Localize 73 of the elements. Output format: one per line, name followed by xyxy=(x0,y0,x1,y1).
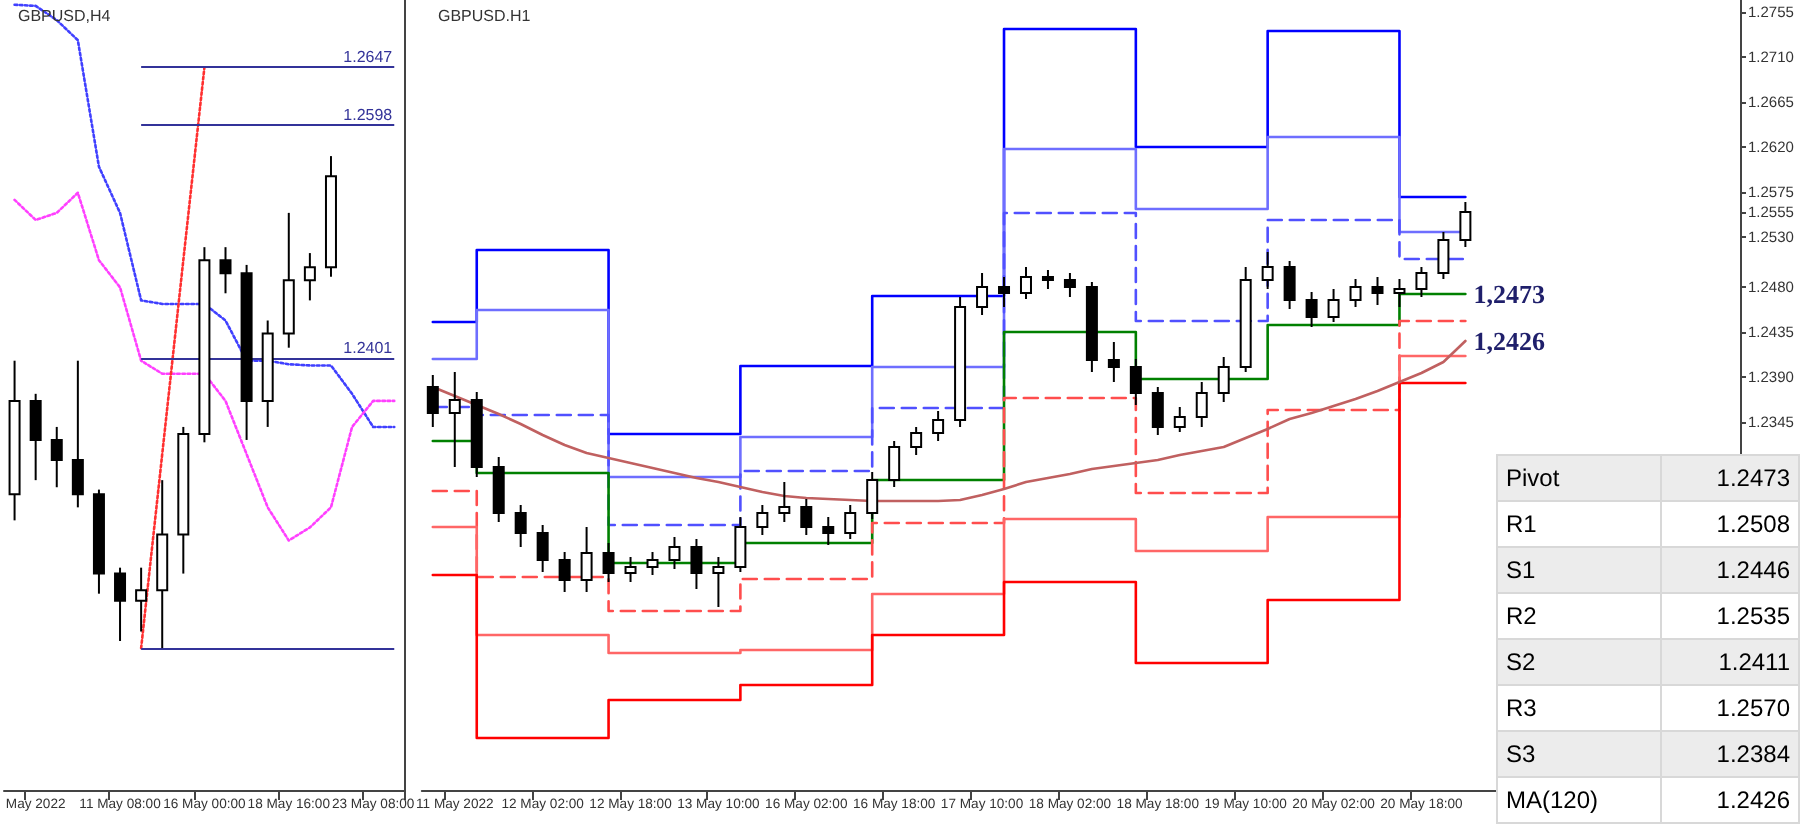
candlestick xyxy=(646,551,659,576)
candlestick xyxy=(1041,269,1054,290)
annotation: R1 xyxy=(1497,501,1662,547)
candlestick xyxy=(1151,386,1164,436)
candlestick xyxy=(910,426,923,456)
annotation: Pivot xyxy=(1497,455,1662,501)
candlestick xyxy=(1415,266,1428,298)
annotation: R2 xyxy=(1497,593,1662,639)
candlestick xyxy=(932,410,945,442)
candlestick xyxy=(866,471,879,520)
annotation: 1.2570 xyxy=(1661,685,1799,731)
candlestick xyxy=(303,252,316,302)
annotation: S3 xyxy=(1497,731,1662,777)
annotation: 1.2473 xyxy=(1661,455,1799,501)
candlestick xyxy=(1063,272,1076,298)
candlestick xyxy=(888,440,901,488)
candlestick xyxy=(1261,251,1274,290)
data-label: 1,2473 xyxy=(1473,279,1546,309)
candlestick xyxy=(558,551,571,593)
annotation: S1 xyxy=(1497,547,1662,593)
candlestick xyxy=(734,516,747,573)
candlestick xyxy=(1107,341,1120,383)
candlestick xyxy=(50,425,63,489)
candlestick xyxy=(822,516,835,546)
annotation: 1.2508 xyxy=(1661,501,1799,547)
annotation: MA(120) xyxy=(1497,777,1662,823)
candlestick xyxy=(448,371,461,468)
candlestick xyxy=(1305,291,1318,328)
candlestick xyxy=(624,556,637,583)
candlestick xyxy=(976,272,989,316)
candlestick xyxy=(1459,201,1472,248)
annotation: 1.2411 xyxy=(1661,639,1799,685)
data-label: 1,2426 xyxy=(1473,326,1546,356)
candlestick xyxy=(800,498,813,536)
ref-line-label: 1.2598 xyxy=(343,106,394,125)
candlestick xyxy=(29,392,42,482)
candlestick xyxy=(756,504,769,536)
candlestick xyxy=(690,538,703,590)
candlestick xyxy=(1195,381,1208,428)
candlestick xyxy=(536,524,549,573)
candlestick xyxy=(514,504,527,548)
candlestick xyxy=(602,542,615,583)
candlestick xyxy=(1129,358,1142,406)
annotation: S2 xyxy=(1497,639,1662,685)
candlestick xyxy=(668,536,681,570)
ref-line-label: 1.2647 xyxy=(343,48,394,67)
candlestick xyxy=(1393,278,1406,308)
annotation: 1.2446 xyxy=(1661,547,1799,593)
chart-title: GBPUSD.H1 xyxy=(438,7,532,25)
candlestick xyxy=(1437,231,1450,280)
candlestick xyxy=(1327,288,1340,323)
candlestick xyxy=(1283,260,1296,310)
candlestick xyxy=(426,374,439,428)
candlestick xyxy=(998,276,1011,308)
candlestick xyxy=(778,481,791,523)
annotation: R3 xyxy=(1497,685,1662,731)
candlestick xyxy=(1019,266,1032,300)
annotation: 1.2426 xyxy=(1661,777,1799,823)
candlestick xyxy=(580,526,593,593)
candlestick xyxy=(114,566,127,642)
candlestick xyxy=(219,246,232,295)
candlestick xyxy=(71,359,84,509)
annotation: 1.2384 xyxy=(1661,731,1799,777)
candlestick xyxy=(712,556,725,608)
candlestick xyxy=(1371,276,1384,306)
candlestick xyxy=(1173,406,1186,433)
candlestick xyxy=(492,456,505,523)
candlestick xyxy=(1217,356,1230,403)
candlestick xyxy=(1349,278,1362,308)
ref-line-label: 1.2401 xyxy=(343,339,394,358)
annotation: 1.2535 xyxy=(1661,593,1799,639)
candlestick xyxy=(844,504,857,540)
candlestick xyxy=(135,566,148,633)
